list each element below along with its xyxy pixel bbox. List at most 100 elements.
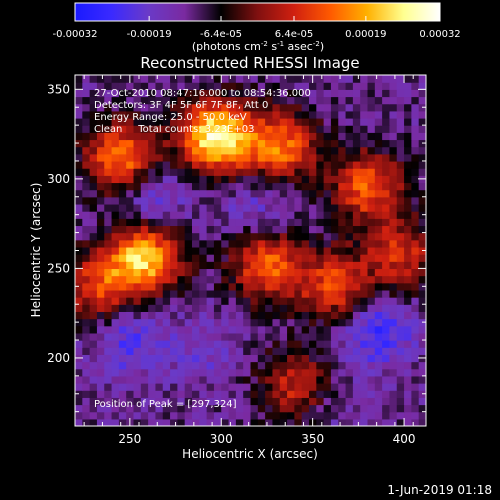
heatmap-cell: [301, 254, 310, 262]
heatmap-cell: [170, 82, 178, 90]
heatmap-cell: [118, 89, 127, 98]
heatmap-cell: [382, 347, 391, 355]
heatmap-cell: [162, 318, 171, 327]
heatmap-cell: [228, 354, 237, 363]
heatmap-cell: [118, 325, 127, 334]
heatmap-cell: [170, 110, 178, 119]
heatmap-cell: [155, 218, 164, 227]
heatmap-cell: [279, 175, 288, 184]
heatmap-cell: [338, 361, 347, 370]
heatmap-cell: [140, 383, 149, 391]
heatmap-cell: [155, 239, 164, 248]
heatmap-cell: [199, 261, 208, 270]
heatmap-cell: [330, 203, 339, 212]
heatmap-cell: [96, 383, 105, 391]
heatmap-cell: [309, 246, 317, 255]
heatmap-cell: [104, 103, 113, 112]
heatmap-cell: [338, 390, 347, 398]
heatmap-cell: [192, 297, 200, 305]
heatmap-cell: [89, 132, 98, 141]
heatmap-cell: [243, 182, 252, 191]
heatmap-cell: [206, 96, 215, 105]
heatmap-cell: [367, 196, 376, 205]
heatmap-cell: [301, 211, 310, 219]
heatmap-cell: [382, 218, 391, 227]
heatmap-cell: [389, 411, 398, 420]
heatmap-cell: [301, 404, 310, 413]
heatmap-cell: [96, 268, 105, 277]
heatmap-cell: [301, 117, 310, 126]
heatmap-cell: [272, 340, 281, 348]
heatmap-cell: [243, 411, 252, 420]
heatmap-cell: [111, 246, 120, 255]
heatmap-cell: [104, 75, 113, 83]
heatmap-cell: [287, 211, 295, 219]
heatmap-cell: [309, 96, 317, 105]
heatmap-cell: [272, 168, 281, 176]
heatmap-cell: [96, 340, 105, 348]
heatmap-cell: [338, 304, 347, 312]
heatmap-cell: [309, 239, 317, 248]
heatmap-cell: [309, 103, 317, 112]
heatmap-cell: [294, 254, 303, 262]
heatmap-cell: [96, 254, 105, 262]
heatmap-cell: [133, 340, 142, 348]
heatmap-cell: [352, 311, 361, 320]
heatmap-cell: [396, 347, 405, 355]
heatmap-cell: [126, 268, 135, 277]
heatmap-cell: [396, 332, 405, 341]
heatmap-cell: [360, 218, 369, 227]
heatmap-cell: [118, 110, 127, 119]
heatmap-cell: [213, 89, 222, 98]
heatmap-cell: [250, 332, 259, 341]
heatmap-cell: [96, 175, 105, 184]
heatmap-cell: [170, 203, 178, 212]
heatmap-cell: [389, 275, 398, 284]
heatmap-cell: [243, 340, 252, 348]
heatmap-cell: [82, 168, 91, 176]
heatmap-cell: [330, 254, 339, 262]
heatmap-cell: [360, 182, 369, 191]
heatmap-cell: [250, 153, 259, 162]
heatmap-cell: [96, 75, 105, 83]
heatmap-cell: [294, 125, 303, 133]
heatmap-cell: [75, 325, 83, 334]
heatmap-cell: [111, 275, 120, 284]
heatmap-cell: [82, 282, 91, 291]
heatmap-cell: [75, 297, 83, 305]
heatmap-cell: [294, 332, 303, 341]
heatmap-cell: [389, 125, 398, 133]
heatmap-cell: [250, 390, 259, 398]
heatmap-cell: [213, 246, 222, 255]
heatmap-cell: [82, 375, 91, 384]
heatmap-cell: [352, 383, 361, 391]
heatmap-cell: [316, 125, 325, 133]
heatmap-cell: [272, 89, 281, 98]
heatmap-cell: [301, 110, 310, 119]
heatmap-cell: [235, 189, 244, 198]
heatmap-cell: [330, 139, 339, 148]
heatmap-cell: [301, 75, 310, 83]
heatmap-cell: [352, 225, 361, 234]
heatmap-cell: [221, 225, 230, 234]
heatmap-cell: [250, 304, 259, 312]
heatmap-cell: [184, 368, 193, 377]
heatmap-cell: [389, 304, 398, 312]
heatmap-cell: [126, 297, 135, 305]
heatmap-cell: [82, 332, 91, 341]
heatmap-cell: [309, 232, 317, 241]
heatmap-cell: [243, 375, 252, 384]
heatmap-cell: [162, 397, 171, 406]
heatmap-cell: [272, 189, 281, 198]
heatmap-cell: [133, 361, 142, 370]
heatmap-cell: [316, 146, 325, 155]
heatmap-cell: [396, 117, 405, 126]
heatmap-cell: [140, 82, 149, 90]
heatmap-cell: [418, 225, 426, 234]
heatmap-cell: [265, 246, 274, 255]
heatmap-cell: [279, 368, 288, 377]
heatmap-cell: [235, 182, 244, 191]
heatmap-cell: [148, 347, 157, 355]
heatmap-cell: [155, 361, 164, 370]
heatmap-cell: [140, 203, 149, 212]
